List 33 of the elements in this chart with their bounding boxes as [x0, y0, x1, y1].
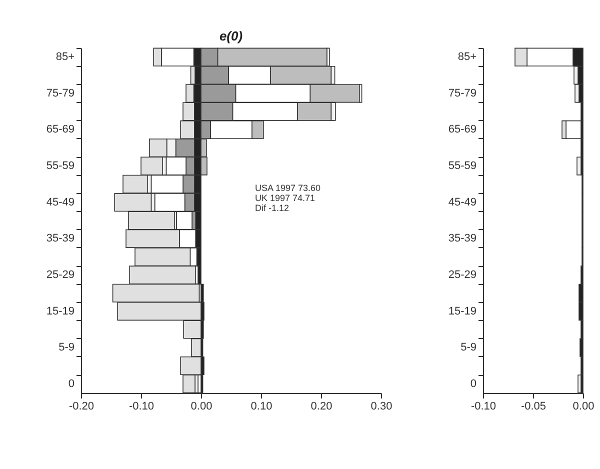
y-tick-label: 15-19 [46, 305, 74, 318]
y-tick-label: 75-79 [46, 87, 74, 100]
y-tick-label: 25-29 [46, 268, 74, 281]
annotation: UK 1997 74.71 [255, 193, 316, 203]
y-tick-label: 65-69 [46, 124, 74, 136]
x-tick-label: -0.05 [520, 400, 546, 412]
chart-title: e(0) [219, 28, 243, 44]
y-tick-label: 85+ [458, 51, 476, 64]
y-tick-label: 25-29 [448, 268, 476, 281]
y-tick-label: 55-59 [46, 160, 74, 172]
annotation: Dif -1.12 [255, 203, 290, 213]
y-tick-label: 5-9 [460, 342, 476, 354]
y-tick-label: 85+ [56, 51, 74, 64]
annotation: USA 1997 73.60 [255, 183, 321, 193]
x-tick-label: 0.30 [370, 400, 392, 412]
x-tick-label: 0.00 [572, 400, 594, 412]
x-tick-label: -0.10 [470, 400, 496, 412]
y-tick-label: 45-49 [46, 196, 74, 208]
x-tick-label: 0.20 [310, 400, 332, 412]
y-tick-label: 55-59 [448, 160, 476, 172]
x-tick-label: 0.00 [190, 400, 212, 412]
y-tick-label: 5-9 [58, 342, 74, 354]
x-tick-label: 0.10 [250, 400, 272, 412]
y-tick-label: 35-39 [448, 232, 476, 245]
y-tick-label: 35-39 [46, 232, 74, 245]
y-tick-label: 0 [470, 378, 476, 390]
y-tick-label: 0 [68, 378, 74, 390]
y-tick-label: 65-69 [448, 124, 476, 136]
y-tick-label: 15-19 [448, 305, 476, 318]
y-tick-label: 75-79 [448, 87, 476, 100]
y-tick-label: 45-49 [448, 196, 476, 208]
x-tick-label: -0.20 [68, 400, 94, 412]
x-tick-label: -0.10 [128, 400, 154, 412]
